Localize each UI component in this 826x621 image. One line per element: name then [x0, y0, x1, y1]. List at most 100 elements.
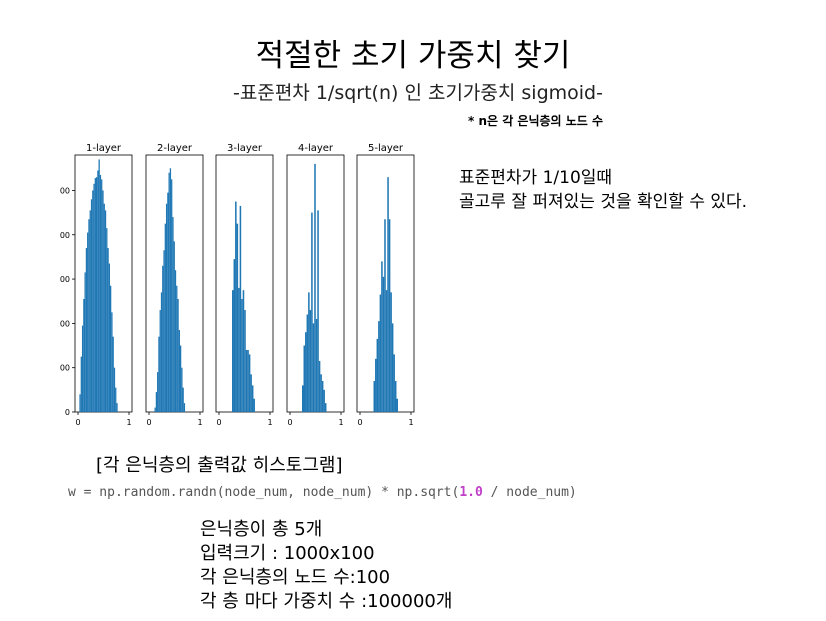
histogram-bar [107, 248, 108, 412]
histogram-bar [106, 228, 107, 412]
histogram-bar [104, 204, 105, 412]
x-tick-label: 1 [267, 418, 272, 427]
panel-title: 1-layer [86, 143, 122, 154]
info-line: 입력크기 : 1000x100 [200, 542, 452, 566]
x-tick-label: 1 [126, 418, 131, 427]
histogram-bar [166, 204, 167, 412]
histogram-bar [378, 321, 380, 412]
histogram-bar [241, 299, 243, 412]
histogram-bar [181, 368, 182, 412]
histogram-bar [81, 357, 82, 412]
x-tick-label: 1 [338, 418, 343, 427]
x-tick-label: 0 [75, 418, 80, 427]
panel-title: 5-layer [368, 143, 404, 154]
histogram-bar [99, 159, 100, 412]
histogram-bar [304, 346, 306, 412]
histogram-bar [100, 175, 101, 412]
histogram-bar [183, 388, 184, 412]
histogram-bar [83, 299, 84, 412]
y-tick-label: 1000 [60, 364, 70, 373]
histogram-bar [384, 219, 386, 412]
histogram-bar [396, 399, 398, 412]
histogram-bar [176, 286, 177, 412]
histogram-bar [161, 292, 162, 412]
histogram-bar [305, 332, 307, 412]
histogram-bar [105, 210, 106, 412]
histogram-bar [101, 179, 102, 412]
observation-text: 표준편차가 1/10일때 골고루 잘 퍼져있는 것을 확인할 수 있다. [459, 166, 747, 214]
histogram-bar [395, 381, 397, 412]
histogram-bar [237, 224, 239, 412]
histogram-bar [317, 210, 319, 412]
y-tick-label: 2000 [60, 319, 70, 328]
x-tick-label: 0 [357, 418, 362, 427]
info-line: 각 층 마다 가중치 수 :100000개 [200, 590, 452, 614]
histogram-bar [169, 173, 170, 412]
histogram-bar [386, 290, 388, 412]
histogram-bar [235, 202, 237, 412]
footnote: * n은 각 은닉층의 노드 수 [468, 112, 603, 129]
histogram-bar [253, 399, 255, 412]
histogram-bar [90, 210, 91, 412]
histogram-bar [390, 292, 392, 412]
histogram-bar [167, 193, 168, 412]
histogram-bar [314, 164, 316, 412]
histogram-bar [244, 310, 246, 412]
y-tick-label: 3000 [60, 275, 70, 284]
histogram-chart: 1-layer 0 1 2-layer 0 1 3-layer 0 1 4-layer 0 1 5-la… [60, 138, 430, 433]
histogram-bar [250, 374, 252, 412]
histogram-bar [158, 337, 159, 412]
histogram-bar [113, 337, 114, 412]
histogram-bar [92, 190, 93, 412]
histogram-bar [109, 264, 110, 412]
code-number: 1.0 [459, 485, 482, 500]
histogram-bar [114, 368, 115, 412]
histogram-bar [392, 323, 394, 412]
histogram-bar [157, 372, 158, 412]
histogram-bar [177, 299, 178, 412]
histogram-bar [381, 261, 383, 412]
histogram-bar [85, 272, 86, 412]
histogram-bar [325, 403, 327, 412]
slide-subtitle: -표준편차 1/sqrt(n) 인 초기가중치 sigmoid- [0, 78, 826, 105]
y-tick-label: 0 [65, 408, 70, 417]
histogram-bar [154, 408, 155, 412]
code-snippet: w = np.random.randn(node_num, node_num) … [68, 485, 577, 500]
x-tick-label: 0 [216, 418, 221, 427]
histogram-bar [243, 290, 245, 412]
histogram-bar [165, 224, 166, 412]
histogram-bar [162, 266, 163, 412]
histogram-bar [175, 270, 176, 412]
histogram-bar [247, 350, 249, 412]
info-line: 은닉층이 총 5개 [200, 518, 452, 542]
histogram-bar [307, 315, 309, 412]
x-tick-label: 1 [408, 418, 413, 427]
histogram-bar [322, 381, 324, 412]
histogram-bar [86, 248, 87, 412]
histogram-bar [79, 394, 80, 412]
histogram-bar [116, 403, 117, 412]
code-part: w = np.random.randn(node_num, node_num) … [68, 485, 459, 500]
panel-title: 3-layer [227, 143, 263, 154]
histogram-bar [389, 219, 391, 412]
histogram-bar [313, 323, 315, 412]
histogram-bar [323, 390, 325, 412]
histogram-bar [184, 403, 185, 412]
histogram-bar [246, 350, 248, 412]
histogram-bar [170, 168, 171, 412]
x-tick-label: 0 [287, 418, 292, 427]
histogram-bar [311, 213, 313, 412]
x-tick-label: 1 [197, 418, 202, 427]
histogram-bar [87, 233, 88, 412]
slide-title: 적절한 초기 가중치 찾기 [0, 30, 826, 75]
histogram-bar [179, 330, 180, 412]
chart-caption: [각 은닉층의 출력값 히스토그램] [96, 451, 343, 477]
histogram-bar [180, 346, 181, 412]
histogram-bar [320, 374, 322, 412]
histogram-bar [310, 310, 312, 412]
histogram-bar [375, 359, 377, 412]
histogram-bar [316, 319, 318, 412]
histogram-bar [163, 250, 164, 412]
histogram-bar [377, 339, 379, 412]
histogram-bar [380, 295, 382, 412]
